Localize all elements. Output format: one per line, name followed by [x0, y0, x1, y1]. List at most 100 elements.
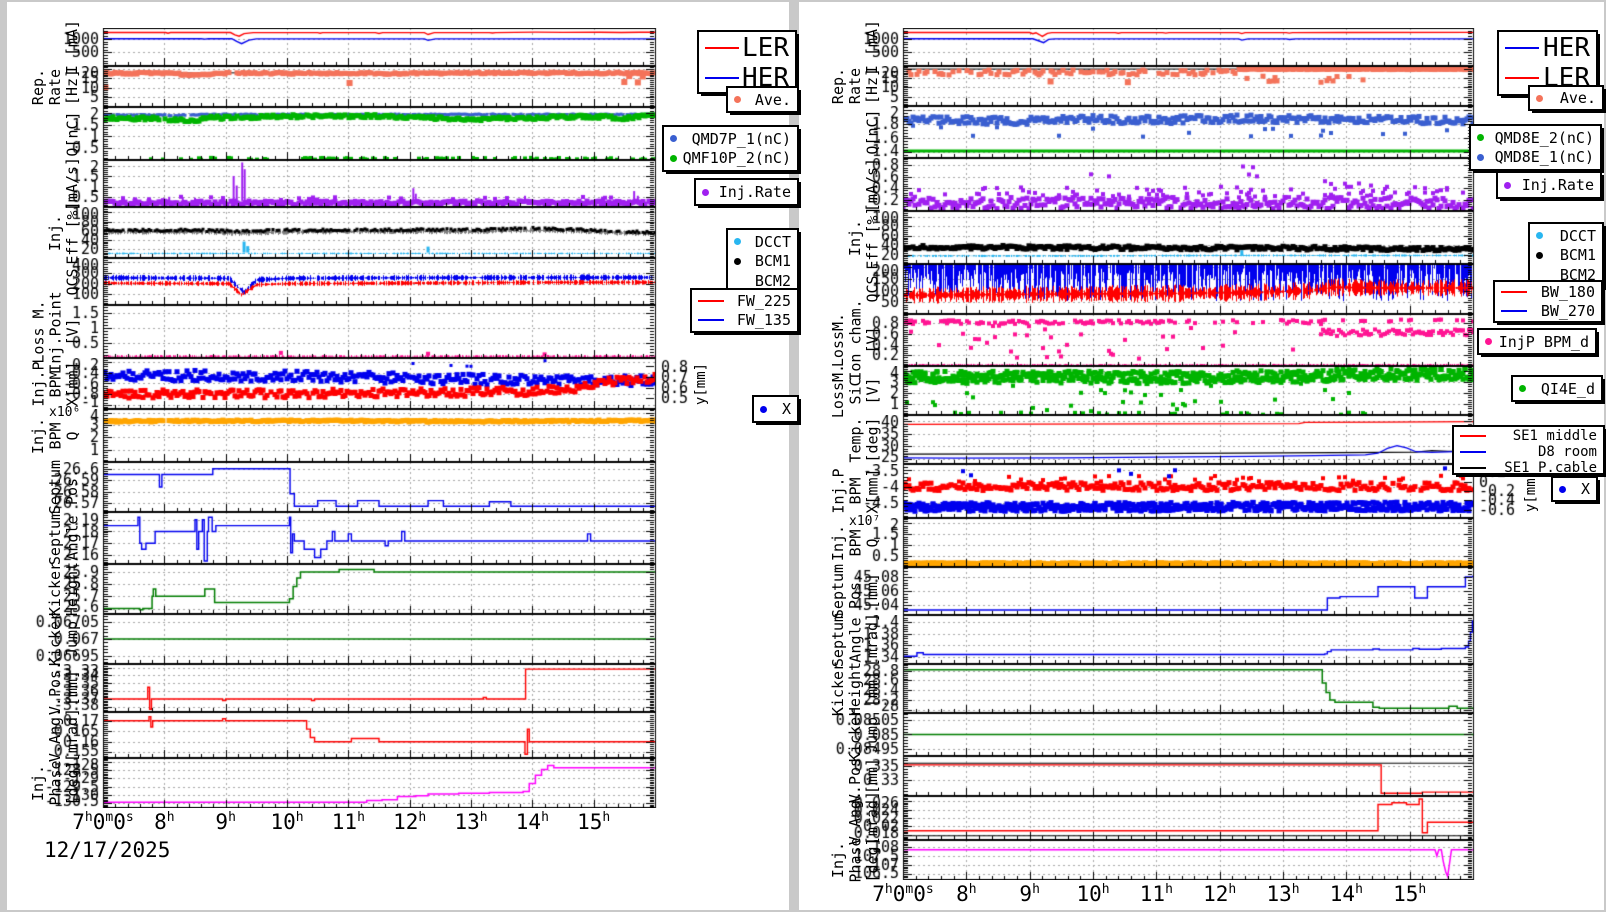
strip-chart-right-beam-current	[800, 28, 1604, 66]
legend-label: SE1 P.cable	[1504, 460, 1597, 476]
legend-left-qmd: QMD7P_1(nC) QMF10P_2(nC)	[662, 125, 799, 172]
strip-chart-right-loss-monitor-sic	[800, 366, 1604, 415]
x-tick-label: 9h	[215, 810, 236, 834]
legend-entry: BCM2	[1536, 266, 1596, 284]
legend-entry: DCCT	[1536, 227, 1596, 245]
strip-chart-left-loss-monitor-injection-point	[8, 305, 789, 358]
legend-label: BCM2	[1559, 265, 1596, 284]
legend-marker-dot	[1504, 181, 1511, 189]
legend-marker-line	[698, 319, 724, 321]
legend-marker-dot	[734, 257, 741, 265]
x-tick-label: 15h	[1393, 882, 1427, 906]
legend-entry: QMD8E_1(nC)	[1477, 148, 1594, 166]
legend-entry: Ave.	[1536, 89, 1596, 107]
x-tick-label: 10h	[270, 810, 304, 834]
legend-label: QMD8E_2(nC)	[1494, 128, 1594, 147]
strip-chart-left-kicker-height	[8, 564, 789, 614]
legend-label: X	[781, 400, 791, 418]
legend-label: Ave.	[754, 90, 791, 109]
x-tick-label: 12h	[393, 810, 427, 834]
legend-right-injp-bpm: InjP BPM_d	[1477, 328, 1597, 355]
strip-chart-left-injection-phase	[8, 758, 789, 808]
legend-marker-dot	[1536, 232, 1543, 239]
legend-marker-dot	[734, 238, 741, 245]
strip-chart-right-repetition-rate	[800, 66, 1604, 106]
legend-entry: DCCT	[734, 233, 791, 251]
legend-left-x-marker: X	[752, 395, 799, 423]
legend-left-ave: Ave.	[726, 86, 799, 113]
strip-chart-right-loss-monitor-ion-chamber	[800, 314, 1604, 366]
x-tick-label: 9h	[1019, 882, 1040, 906]
axis-exponent: x10⁶	[49, 405, 81, 420]
strip-chart-left-injection-point-bpm-x	[8, 358, 789, 409]
strip-chart-left-septum-position	[8, 462, 789, 512]
legend-marker-dot	[1477, 153, 1484, 161]
legend-right-inj-rate: Inj.Rate	[1496, 171, 1602, 199]
legend-label: QMF10P_2(nC)	[682, 149, 791, 168]
x-tick-label: 11h	[1139, 882, 1173, 906]
legend-left-bcm: DCCT BCM1 BCM2	[726, 228, 799, 294]
legend-marker-dot	[1485, 338, 1492, 345]
legend-entry: InjP BPM_d	[1485, 333, 1589, 351]
x-tick-label: 13h	[454, 810, 488, 834]
legend-entry: Inj.Rate	[702, 183, 791, 201]
legend-right-qmd: QMD8E_2(nC) QMD8E_1(nC)	[1469, 124, 1602, 171]
legend-label: Ave.	[1559, 89, 1596, 107]
legend-marker-dot	[702, 188, 709, 196]
legend-entry: BCM1	[1536, 246, 1596, 264]
x-tick-label: 15h	[577, 810, 611, 834]
strip-chart-left-vertical-position	[8, 664, 789, 712]
legend-entry: X	[760, 400, 791, 418]
legend-marker-line	[705, 77, 739, 79]
legend-marker-line	[698, 300, 724, 302]
legend-marker-dot	[1519, 385, 1526, 392]
strip-chart-right-kicker-jump	[800, 713, 1604, 756]
legend-label: X	[1580, 480, 1590, 498]
legend-left-inj-rate: Inj.Rate	[694, 178, 799, 206]
strip-chart-right-injection-phase	[800, 840, 1604, 880]
legend-label: BCM2	[754, 271, 791, 290]
legend-marker-dot	[1477, 134, 1484, 142]
strip-chart-right-vertical-position	[800, 756, 1604, 796]
legend-entry: BCM1	[734, 252, 791, 270]
legend-label: BCM1	[754, 252, 791, 270]
legend-entry: BCM2	[734, 272, 791, 290]
x-tick-label: 14h	[1329, 882, 1363, 906]
legend-marker-dot	[1536, 94, 1543, 102]
legend-label: BW_270	[1540, 301, 1595, 320]
strip-chart-right-injection-efficiency	[800, 211, 1604, 264]
legend-label: FW_225	[736, 292, 791, 310]
x-tick-label: 7h0m0s	[872, 882, 934, 906]
legend-entry: QMD8E_2(nC)	[1477, 129, 1594, 147]
legend-entry: Inj.Rate	[1504, 176, 1594, 194]
legend-marker-line	[1501, 291, 1527, 294]
strip-chart-left-qcs-loss-monitor	[8, 258, 789, 305]
legend-label: DCCT	[1559, 226, 1596, 245]
strip-chart-left-beam-current	[8, 28, 789, 66]
x-tick-label: 12h	[1203, 882, 1237, 906]
legend-entry: FW_225	[698, 292, 791, 310]
strip-chart-right-vertical-angle	[800, 796, 1604, 840]
legend-right-qi4e: QI4E_d	[1511, 375, 1603, 402]
legend-marker-line	[1460, 467, 1486, 469]
legend-entry: SE1 middle	[1460, 428, 1597, 444]
legend-label: BW_180	[1540, 283, 1595, 302]
strip-chart-right-injection-bpm-charge	[800, 518, 1604, 567]
strip-chart-left-injection-bpm-charge	[8, 409, 789, 462]
legend-label: Inj.Rate	[718, 183, 791, 201]
strip-chart-left-injection-efficiency	[8, 207, 789, 258]
legend-label: HER	[1543, 33, 1590, 63]
legend-right-bw: BW_180 BW_270	[1493, 280, 1603, 323]
x-tick-label: 13h	[1266, 882, 1300, 906]
legend-entry: LER	[705, 33, 789, 63]
legend-right-temp: SE1 middle D8 room SE1 P.cable	[1452, 425, 1605, 476]
legend-entry: D8 room	[1460, 444, 1597, 460]
legend-entry: QMF10P_2(nC)	[670, 149, 791, 167]
legend-marker-line	[1460, 451, 1486, 453]
legend-entry: FW_135	[698, 311, 791, 329]
strip-chart-left-kicker-jump	[8, 614, 789, 664]
legend-right-bcm: DCCT BCM1 BCM2	[1528, 222, 1604, 288]
legend-marker-dot	[670, 154, 677, 162]
x-tick-label: 8h	[956, 882, 977, 906]
